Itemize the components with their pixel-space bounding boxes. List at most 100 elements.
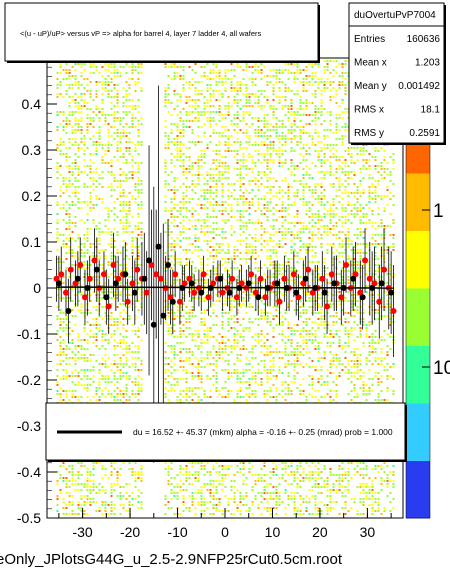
heatmap-cell	[365, 243, 368, 245]
heatmap-cell	[215, 222, 218, 224]
heatmap-cell	[371, 210, 374, 212]
heatmap-cell	[335, 66, 338, 68]
heatmap-cell	[173, 351, 176, 353]
heatmap-cell	[344, 72, 347, 74]
heatmap-cell	[92, 111, 95, 113]
heatmap-cell	[119, 372, 122, 374]
heatmap-cell	[200, 150, 203, 152]
heatmap-cell	[311, 162, 314, 164]
heatmap-cell	[344, 318, 347, 320]
heatmap-cell	[113, 345, 116, 347]
heatmap-cell	[215, 294, 218, 296]
heatmap-cell	[314, 183, 317, 185]
heatmap-cell	[317, 351, 320, 353]
heatmap-cell	[110, 108, 113, 110]
heatmap-cell	[278, 96, 281, 98]
heatmap-cell	[215, 192, 218, 194]
heatmap-cell	[89, 90, 92, 92]
heatmap-cell	[305, 321, 308, 323]
heatmap-cell	[272, 213, 275, 215]
heatmap-cell	[341, 348, 344, 350]
heatmap-cell	[71, 111, 74, 113]
heatmap-cell	[68, 177, 71, 179]
heatmap-cell	[389, 225, 392, 227]
heatmap-cell	[314, 123, 317, 125]
heatmap-cell	[362, 267, 365, 269]
heatmap-cell	[290, 129, 293, 131]
heatmap-cell	[260, 267, 263, 269]
heatmap-cell	[290, 138, 293, 140]
heatmap-cell	[170, 66, 173, 68]
heatmap-cell	[356, 207, 359, 209]
heatmap-cell	[65, 78, 68, 80]
heatmap-cell	[257, 201, 260, 203]
heatmap-cell	[224, 201, 227, 203]
heatmap-cell	[191, 372, 194, 374]
heatmap-cell	[110, 285, 113, 287]
heatmap-cell	[356, 261, 359, 263]
heatmap-cell	[332, 174, 335, 176]
heatmap-cell	[74, 192, 77, 194]
heatmap-cell	[89, 294, 92, 296]
heatmap-cell	[290, 90, 293, 92]
heatmap-cell	[362, 303, 365, 305]
heatmap-cell	[293, 270, 296, 272]
heatmap-cell	[77, 84, 80, 86]
heatmap-cell	[359, 153, 362, 155]
heatmap-cell	[290, 300, 293, 302]
heatmap-cell	[176, 99, 179, 101]
heatmap-cell	[107, 228, 110, 230]
heatmap-cell	[269, 108, 272, 110]
heatmap-cell	[374, 351, 377, 353]
heatmap-cell	[293, 201, 296, 203]
heatmap-cell	[251, 168, 254, 170]
heatmap-cell	[266, 180, 269, 182]
heatmap-cell	[305, 150, 308, 152]
heatmap-cell	[290, 126, 293, 128]
heatmap-cell	[56, 111, 59, 113]
heatmap-cell	[314, 111, 317, 113]
heatmap-cell	[110, 135, 113, 137]
heatmap-cell	[68, 357, 71, 359]
heatmap-cell	[74, 159, 77, 161]
heatmap-cell	[209, 189, 212, 191]
heatmap-cell	[95, 96, 98, 98]
heatmap-cell	[137, 255, 140, 257]
heatmap-cell	[185, 114, 188, 116]
heatmap-cell	[92, 189, 95, 191]
heatmap-cell	[272, 90, 275, 92]
heatmap-cell	[125, 99, 128, 101]
heatmap-cell	[380, 243, 383, 245]
heatmap-cell	[239, 219, 242, 221]
heatmap-cell	[371, 198, 374, 200]
heatmap-cell	[347, 192, 350, 194]
heatmap-cell	[170, 123, 173, 125]
heatmap-cell	[140, 123, 143, 125]
heatmap-cell	[77, 87, 80, 89]
heatmap-cell	[335, 321, 338, 323]
heatmap-cell	[188, 210, 191, 212]
heatmap-cell	[188, 99, 191, 101]
heatmap-cell	[362, 177, 365, 179]
heatmap-cell	[113, 75, 116, 77]
heatmap-cell	[320, 147, 323, 149]
heatmap-cell	[299, 288, 302, 290]
heatmap-cell	[383, 291, 386, 293]
heatmap-cell	[377, 276, 380, 278]
heatmap-cell	[221, 162, 224, 164]
heatmap-cell	[248, 102, 251, 104]
heatmap-cell	[323, 66, 326, 68]
heatmap-cell	[56, 354, 59, 356]
heatmap-cell	[302, 132, 305, 134]
heatmap-cell	[212, 357, 215, 359]
heatmap-cell	[287, 321, 290, 323]
heatmap-cell	[209, 315, 212, 317]
heatmap-cell	[65, 357, 68, 359]
heatmap-cell	[338, 342, 341, 344]
heatmap-cell	[182, 309, 185, 311]
heatmap-cell	[134, 246, 137, 248]
heatmap-cell	[302, 126, 305, 128]
heatmap-cell	[320, 204, 323, 206]
heatmap-cell	[119, 264, 122, 266]
heatmap-cell	[353, 183, 356, 185]
